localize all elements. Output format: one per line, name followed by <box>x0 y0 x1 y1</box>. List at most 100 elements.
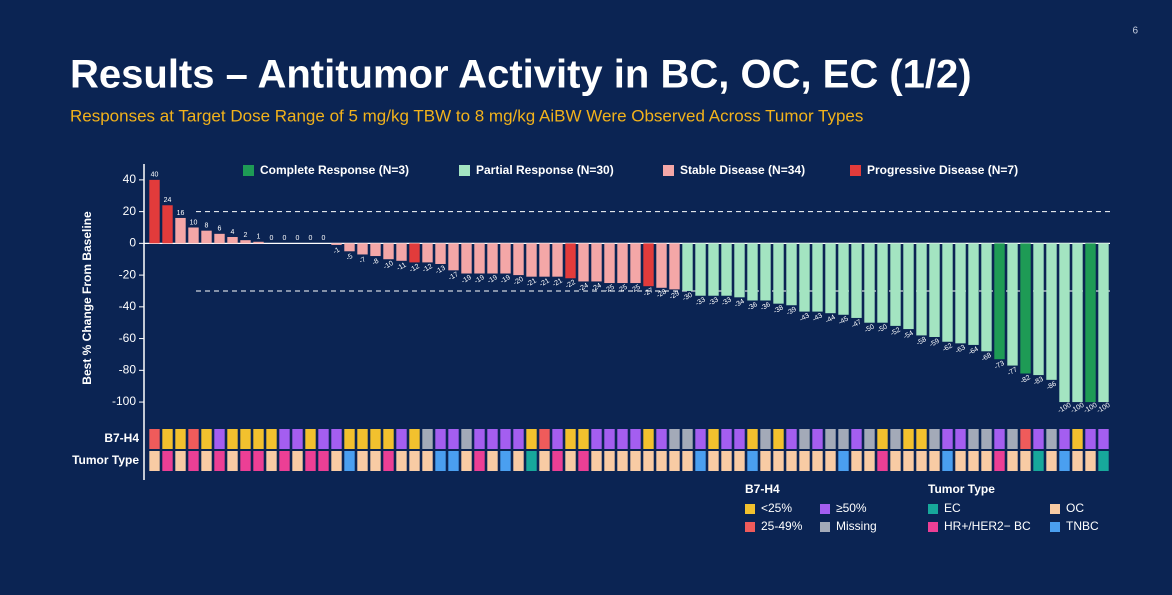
row-cell <box>799 429 810 449</box>
row-legend-swatch <box>745 522 755 532</box>
bar <box>500 243 511 274</box>
row-legend-title: B7-H4 <box>745 482 780 496</box>
row-cell <box>240 429 251 449</box>
value-label: 10 <box>190 219 198 226</box>
row-cell <box>1072 429 1083 449</box>
row-cell <box>903 429 914 449</box>
bar <box>409 243 420 263</box>
value-label: 8 <box>205 223 209 230</box>
value-label: -28 <box>656 288 668 299</box>
row-cell <box>305 429 316 449</box>
value-label: 0 <box>283 235 287 242</box>
value-label: -33 <box>721 296 733 307</box>
row-cell <box>1098 429 1109 449</box>
bar <box>149 179 160 244</box>
row-cell <box>552 451 563 471</box>
value-label: -21 <box>539 277 551 288</box>
row-cell <box>799 451 810 471</box>
row-cell <box>786 429 797 449</box>
legend-swatch <box>850 165 861 176</box>
row-cell <box>461 451 472 471</box>
bar <box>1046 243 1057 380</box>
bar <box>604 243 615 284</box>
bar <box>487 243 498 274</box>
bar <box>955 243 966 344</box>
bar <box>916 243 927 336</box>
value-label: -29 <box>669 290 681 301</box>
row-cell <box>292 451 303 471</box>
value-label: -11 <box>396 262 408 273</box>
bar <box>513 243 524 276</box>
row-cell <box>383 451 394 471</box>
bar <box>357 243 368 255</box>
bar <box>175 217 186 244</box>
row-cell <box>812 429 823 449</box>
value-label: -20 <box>513 276 525 287</box>
row-cell <box>695 429 706 449</box>
row-cell <box>266 429 277 449</box>
row-legend-title: Tumor Type <box>928 482 995 496</box>
y-axis-label: Best % Change From Baseline <box>80 211 94 385</box>
bar <box>565 243 576 279</box>
bar <box>526 243 537 277</box>
value-label: -5 <box>345 253 354 262</box>
row-cell <box>331 429 342 449</box>
value-label: -68 <box>981 352 993 363</box>
row-cell <box>968 451 979 471</box>
row-cell <box>1046 451 1057 471</box>
row-cell <box>565 429 576 449</box>
row-cell <box>1072 451 1083 471</box>
y-tick-label: 40 <box>123 172 137 186</box>
value-label: -19 <box>487 274 499 285</box>
row-cell <box>760 451 771 471</box>
row-cell <box>981 429 992 449</box>
bar <box>383 243 394 260</box>
y-tick-label: -80 <box>119 362 137 376</box>
row-cell <box>240 451 251 471</box>
row-cell <box>916 429 927 449</box>
bar <box>981 243 992 352</box>
row-cell <box>682 451 693 471</box>
row-cell <box>1020 451 1031 471</box>
bar <box>201 230 212 244</box>
row-cell <box>604 451 615 471</box>
value-label: -25 <box>604 284 616 295</box>
row-legend-label: TNBC <box>1066 519 1099 533</box>
y-tick-label: -60 <box>119 331 137 345</box>
row-cell <box>1059 429 1070 449</box>
bar <box>968 243 979 345</box>
value-label: -19 <box>500 274 512 285</box>
value-label: -22 <box>565 279 577 290</box>
bar <box>786 243 797 306</box>
row-cell <box>149 429 160 449</box>
bar <box>1072 243 1083 403</box>
bar <box>448 243 459 271</box>
value-label: 40 <box>151 172 159 179</box>
value-label: -10 <box>383 260 395 271</box>
bar <box>994 243 1005 360</box>
value-label: 0 <box>322 235 326 242</box>
y-tick-label: -100 <box>112 394 136 408</box>
bar <box>474 243 485 274</box>
row-cell <box>422 451 433 471</box>
value-label: 0 <box>309 235 313 242</box>
row-cell <box>500 429 511 449</box>
row-cell <box>1085 429 1096 449</box>
bar <box>825 243 836 314</box>
bar <box>812 243 823 312</box>
row-legend-swatch <box>1050 522 1060 532</box>
value-label: -86 <box>1046 381 1058 392</box>
row-cell <box>435 429 446 449</box>
row-cell <box>1059 451 1070 471</box>
bar <box>708 243 719 296</box>
row-cell <box>955 429 966 449</box>
value-label: -34 <box>734 298 746 309</box>
row-cell <box>773 451 784 471</box>
row-cell <box>877 451 888 471</box>
row-cell <box>773 429 784 449</box>
row-cell <box>539 429 550 449</box>
row-cell <box>1085 451 1096 471</box>
bar <box>643 243 654 287</box>
value-label: -17 <box>448 271 460 282</box>
value-label: -63 <box>955 344 967 355</box>
